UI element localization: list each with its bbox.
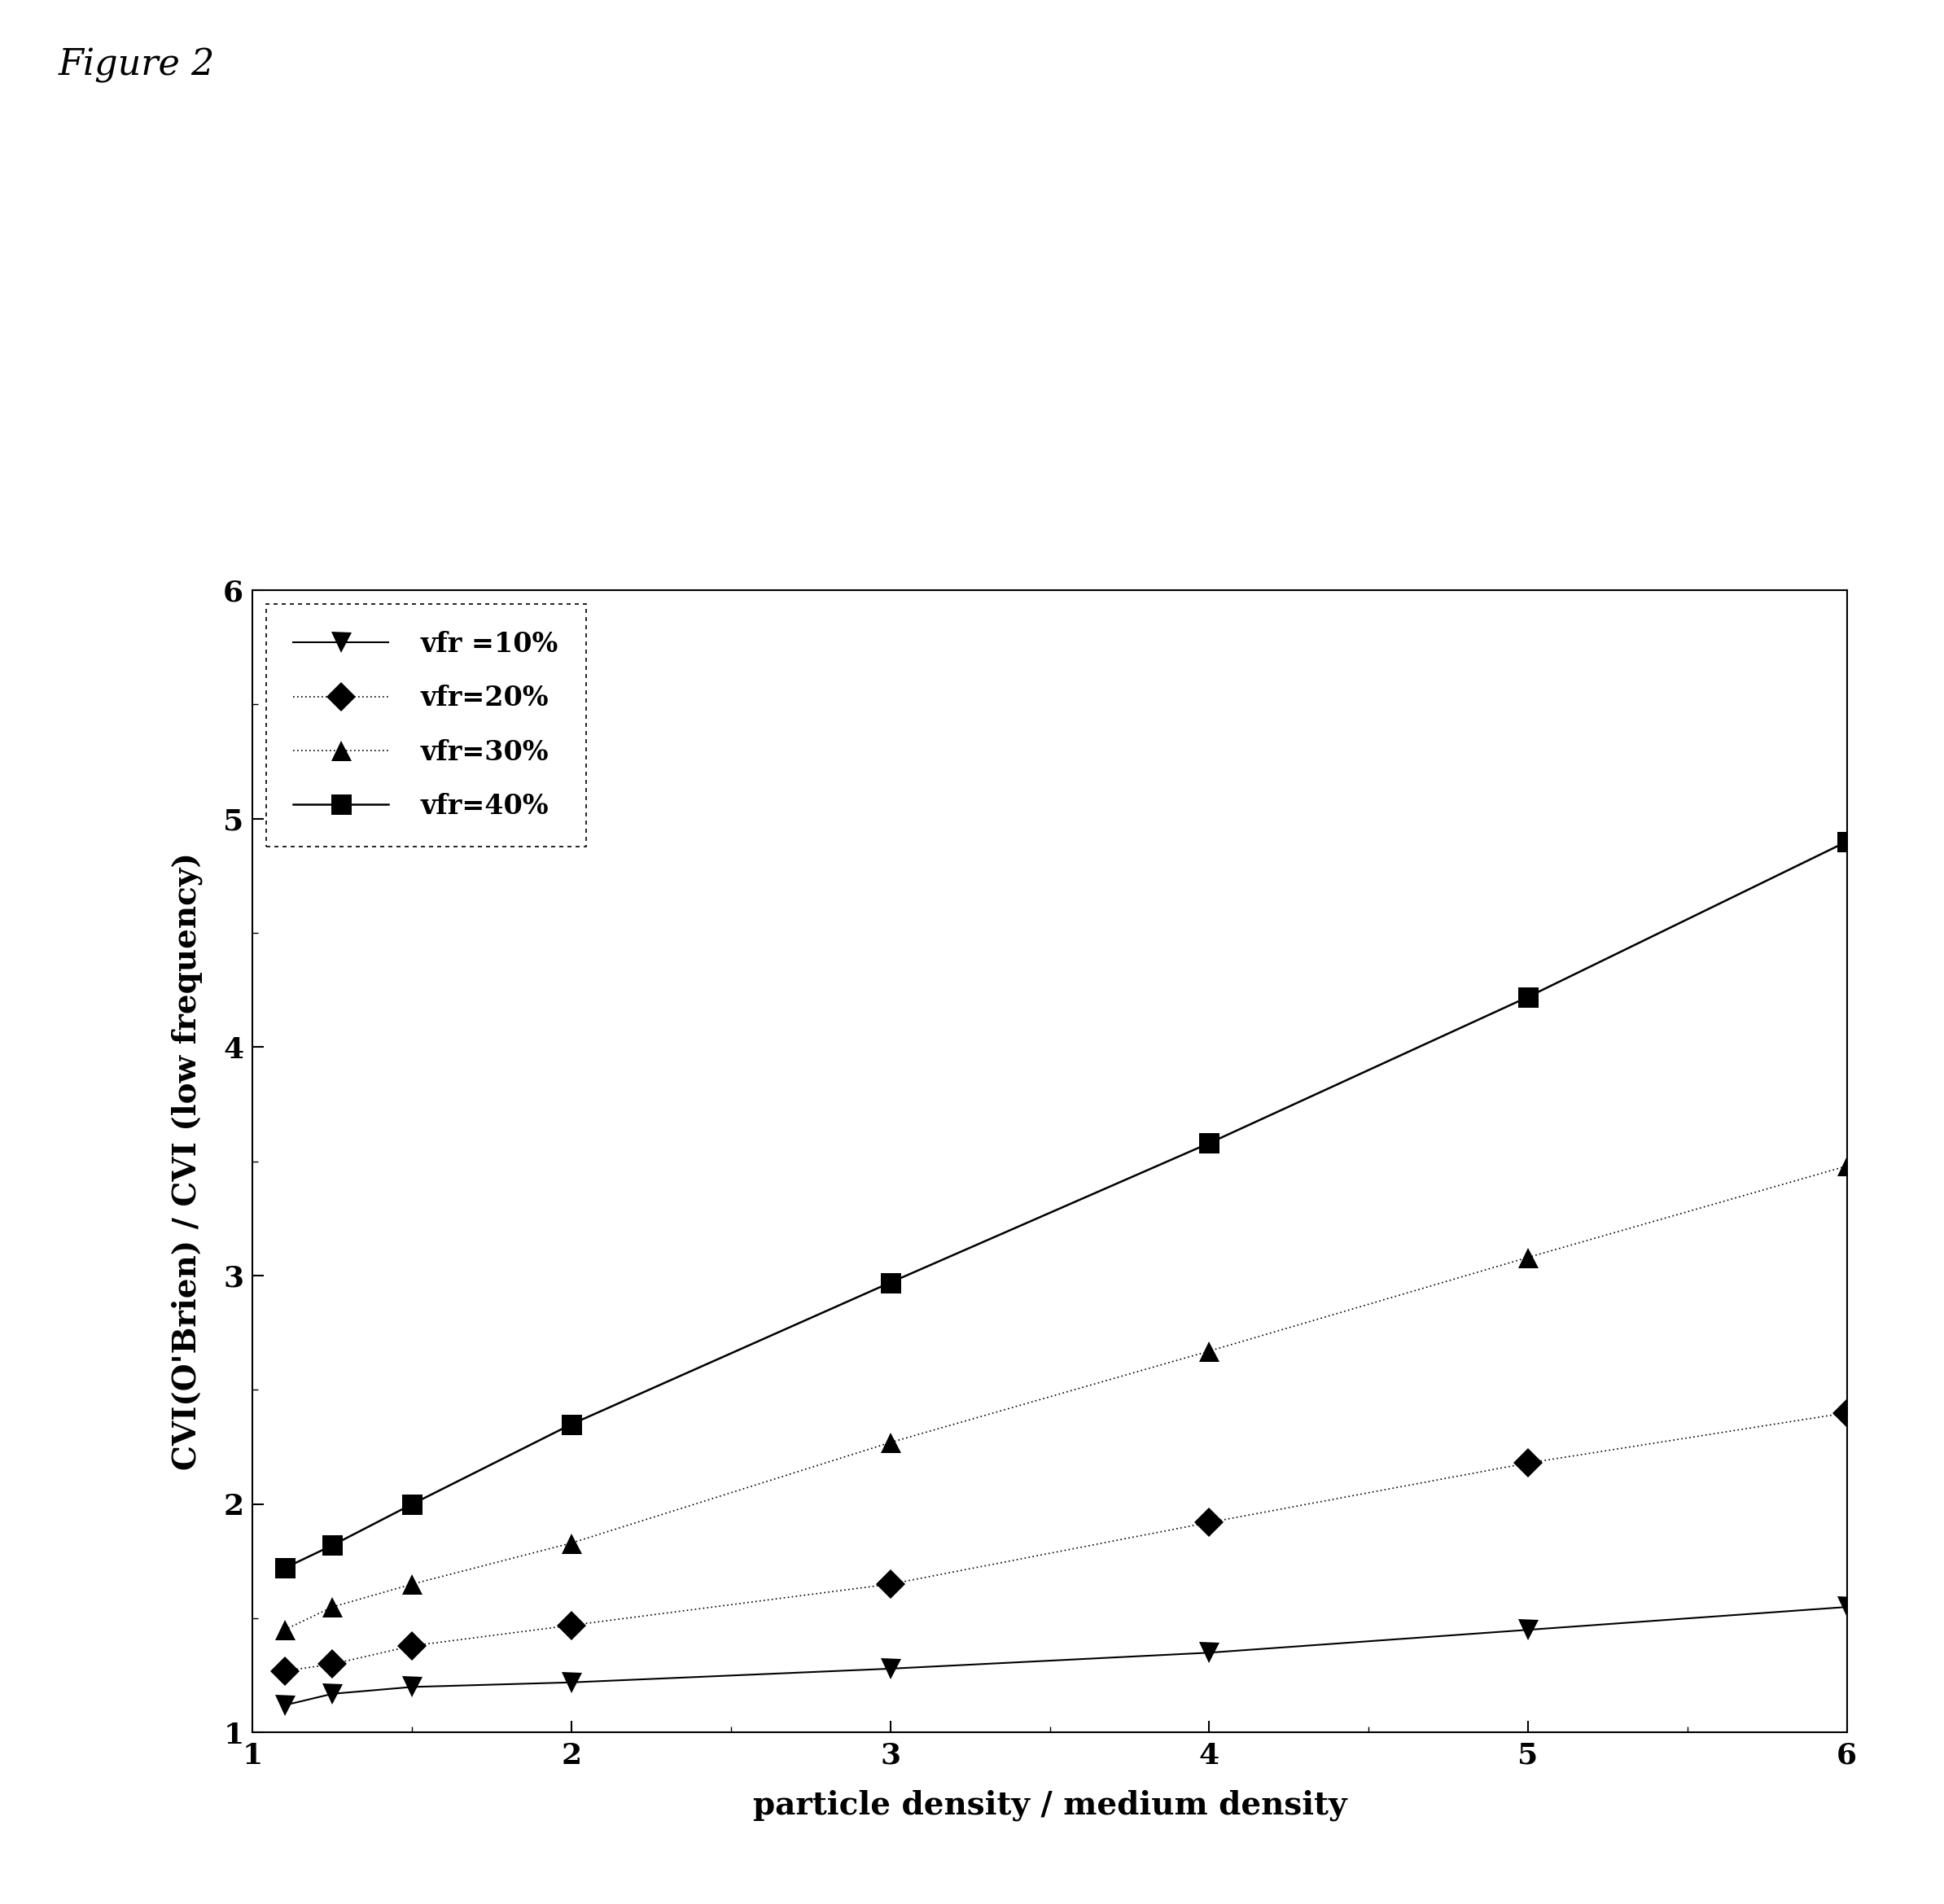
vfr =10% xyxy=(272,1695,295,1717)
vfr =10% xyxy=(1516,1618,1540,1641)
vfr=20% xyxy=(1516,1451,1540,1474)
Line: vfr=30%: vfr=30% xyxy=(274,1156,1857,1639)
vfr=30% xyxy=(321,1596,344,1618)
vfr=40% xyxy=(1198,1131,1221,1154)
vfr=40% xyxy=(272,1557,295,1580)
Legend: vfr =10%, vfr=20%, vfr=30%, vfr=40%: vfr =10%, vfr=20%, vfr=30%, vfr=40% xyxy=(266,604,585,847)
vfr=20% xyxy=(272,1660,295,1683)
vfr=30% xyxy=(272,1618,295,1641)
vfr =10% xyxy=(560,1672,583,1695)
Line: vfr=40%: vfr=40% xyxy=(274,832,1857,1578)
vfr=40% xyxy=(400,1493,424,1516)
vfr=20% xyxy=(1198,1512,1221,1535)
Text: Figure 2: Figure 2 xyxy=(58,48,216,82)
vfr=30% xyxy=(1516,1245,1540,1268)
vfr=40% xyxy=(1516,986,1540,1009)
vfr =10% xyxy=(321,1683,344,1706)
vfr=20% xyxy=(400,1634,424,1656)
Y-axis label: CVI(O'Brien) / CVI (low frequency): CVI(O'Brien) / CVI (low frequency) xyxy=(171,853,202,1470)
vfr =10% xyxy=(1835,1596,1858,1618)
Line: vfr =10%: vfr =10% xyxy=(274,1597,1857,1716)
vfr =10% xyxy=(400,1676,424,1698)
vfr=40% xyxy=(1835,830,1858,853)
vfr=30% xyxy=(400,1573,424,1596)
vfr=20% xyxy=(321,1653,344,1676)
vfr=20% xyxy=(1835,1401,1858,1424)
vfr=40% xyxy=(879,1272,902,1295)
vfr=40% xyxy=(560,1413,583,1436)
vfr=40% xyxy=(321,1535,344,1557)
X-axis label: particle density / medium density: particle density / medium density xyxy=(752,1790,1347,1820)
vfr =10% xyxy=(1198,1641,1221,1664)
vfr =10% xyxy=(879,1656,902,1679)
vfr=30% xyxy=(1198,1340,1221,1363)
Line: vfr=20%: vfr=20% xyxy=(274,1403,1857,1681)
vfr=30% xyxy=(879,1432,902,1455)
vfr=30% xyxy=(1835,1154,1858,1177)
vfr=30% xyxy=(560,1531,583,1554)
vfr=20% xyxy=(879,1573,902,1596)
vfr=20% xyxy=(560,1615,583,1637)
